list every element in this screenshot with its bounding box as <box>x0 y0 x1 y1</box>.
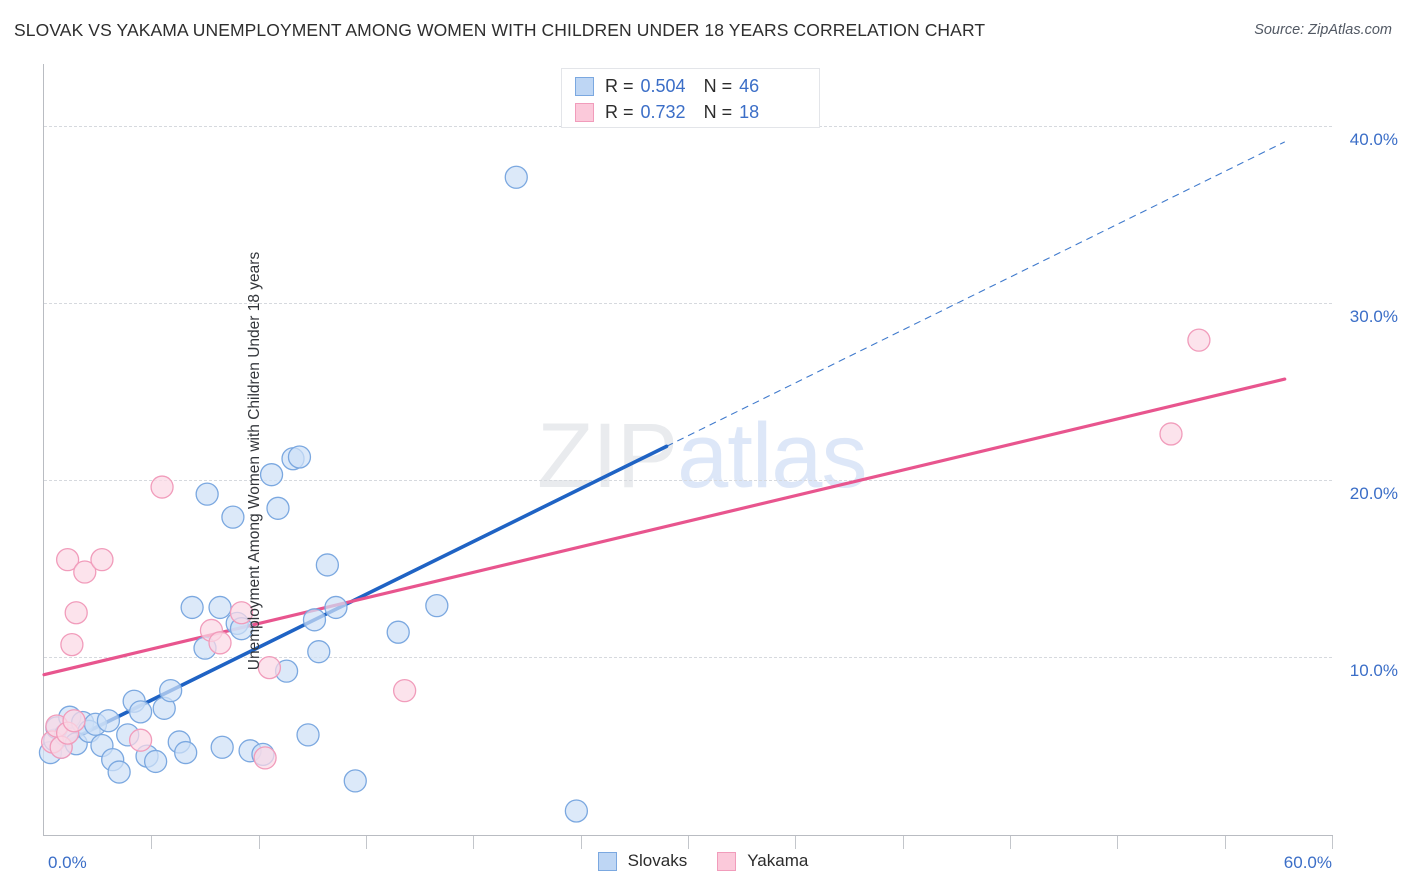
data-point-slovaks[interactable] <box>128 700 153 724</box>
data-point-yakama[interactable] <box>257 655 282 680</box>
data-point-slovaks[interactable] <box>504 165 528 189</box>
x-axis-tick <box>580 836 582 849</box>
watermark: ZIPatlas <box>537 404 867 509</box>
y-axis-tick-label: 20.0% <box>1349 483 1398 503</box>
data-point-slovaks[interactable] <box>180 595 204 620</box>
slovaks-n-value: 46 <box>739 75 760 96</box>
data-point-slovaks[interactable] <box>296 723 320 747</box>
series-legend: Slovaks Yakama <box>0 851 1406 871</box>
slovaks-r-value: 0.504 <box>640 75 686 96</box>
yakama-n-value: 18 <box>739 101 760 122</box>
data-point-yakama[interactable] <box>1159 422 1183 446</box>
gridline <box>44 479 1332 481</box>
data-point-slovaks[interactable] <box>287 445 312 469</box>
legend-swatch-yakama <box>717 851 737 871</box>
correlation-legend: R = 0.504 N = 46 R = 0.732 N = 18 <box>561 68 820 128</box>
data-point-yakama[interactable] <box>1187 328 1211 352</box>
yakama-r-label: R = <box>605 101 634 122</box>
page-title: SLOVAK VS YAKAMA UNEMPLOYMENT AMONG WOME… <box>14 20 986 40</box>
data-point-slovaks[interactable] <box>107 760 131 784</box>
data-point-slovaks[interactable] <box>386 620 410 644</box>
data-point-slovaks[interactable] <box>221 505 245 529</box>
x-axis-tick <box>1010 836 1011 849</box>
data-point-slovaks[interactable] <box>143 749 168 774</box>
legend-item-slovaks[interactable]: Slovaks <box>597 851 688 871</box>
x-axis-tick <box>473 836 475 849</box>
correlation-row-slovaks: R = 0.504 N = 46 <box>575 73 759 99</box>
data-point-yakama[interactable] <box>62 709 86 733</box>
data-point-yakama[interactable] <box>55 547 80 572</box>
data-point-slovaks[interactable] <box>343 769 367 793</box>
yakama-n-label: N = <box>703 101 733 122</box>
data-point-slovaks[interactable] <box>302 608 327 632</box>
data-point-slovaks[interactable] <box>266 496 290 520</box>
data-point-slovaks[interactable] <box>208 595 232 620</box>
data-point-yakama[interactable] <box>90 547 114 572</box>
data-point-yakama[interactable] <box>229 601 254 625</box>
data-point-yakama[interactable] <box>392 678 417 703</box>
y-axis-tick-label: 30.0% <box>1349 306 1398 326</box>
yakama-r-value: 0.732 <box>640 101 686 122</box>
x-axis-tick-label: 0.0% <box>48 853 87 872</box>
data-point-yakama[interactable] <box>150 475 174 499</box>
slovaks-n-label: N = <box>703 75 733 96</box>
data-point-slovaks[interactable] <box>174 740 198 765</box>
x-axis-tick <box>795 836 797 849</box>
watermark-zip: ZIP <box>537 405 678 507</box>
x-axis-line <box>43 835 1333 836</box>
x-axis-tick <box>366 836 367 849</box>
x-axis-tick <box>1117 836 1119 849</box>
source-label: Source: ZipAtlas.com <box>1254 22 1392 38</box>
trendline-slovaks <box>54 444 669 750</box>
gridline <box>44 302 1332 304</box>
x-axis-tick <box>1224 836 1226 849</box>
data-point-yakama[interactable] <box>73 560 97 584</box>
x-axis-tick <box>1332 836 1333 849</box>
data-point-yakama[interactable] <box>208 631 232 655</box>
legend-swatch-slovaks <box>597 851 617 871</box>
watermark-atlas: atlas <box>677 405 867 507</box>
correlation-row-yakama: R = 0.732 N = 18 <box>575 99 759 125</box>
data-point-slovaks[interactable] <box>96 709 121 733</box>
data-point-slovaks[interactable] <box>425 594 449 618</box>
trendline-projection-slovaks <box>666 141 1286 447</box>
x-axis-tick <box>151 836 153 849</box>
x-axis-tick <box>902 836 904 849</box>
data-point-yakama[interactable] <box>128 728 153 752</box>
yakama-color-swatch <box>575 102 594 122</box>
data-point-yakama[interactable] <box>64 601 88 625</box>
data-point-slovaks[interactable] <box>307 640 331 664</box>
legend-item-yakama[interactable]: Yakama <box>717 851 808 871</box>
y-axis-tick-label: 40.0% <box>1349 129 1398 149</box>
data-point-slovaks[interactable] <box>324 595 348 620</box>
legend-label-slovaks: Slovaks <box>627 851 688 870</box>
data-point-slovaks[interactable] <box>210 735 234 759</box>
data-point-yakama[interactable] <box>60 632 84 657</box>
y-axis-tick-label: 10.0% <box>1349 660 1398 680</box>
data-point-slovaks[interactable] <box>564 799 589 823</box>
data-point-slovaks[interactable] <box>195 482 219 506</box>
x-axis-tick-label: 60.0% <box>1283 853 1332 872</box>
x-axis-tick <box>258 836 260 849</box>
data-point-slovaks[interactable] <box>315 553 340 577</box>
gridline <box>44 656 1332 658</box>
slovaks-color-swatch <box>575 76 594 96</box>
y-axis-line <box>43 64 44 836</box>
slovaks-r-label: R = <box>605 75 634 96</box>
data-point-slovaks[interactable] <box>259 463 284 487</box>
legend-label-yakama: Yakama <box>747 851 809 870</box>
data-point-slovaks[interactable] <box>159 678 183 703</box>
data-point-yakama[interactable] <box>253 746 277 770</box>
y-axis-title: Unemployment Among Women with Children U… <box>246 251 263 671</box>
x-axis-tick <box>688 836 689 849</box>
